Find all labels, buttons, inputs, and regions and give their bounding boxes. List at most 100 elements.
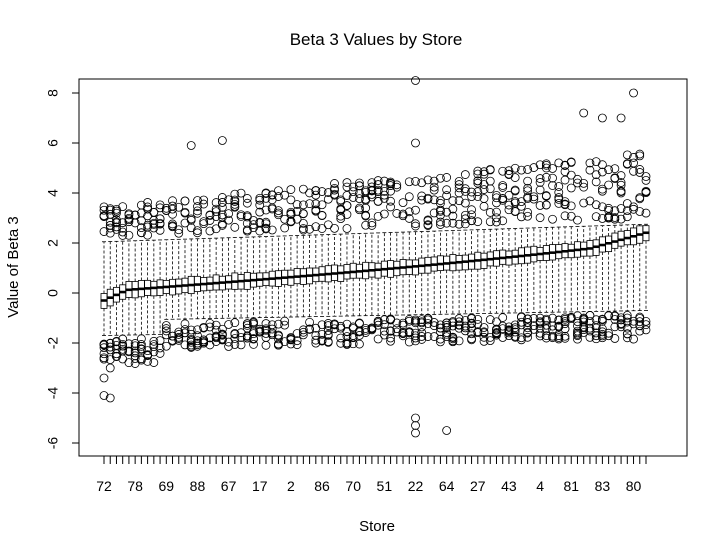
outlier [629,202,638,212]
outlier [573,329,582,339]
outlier [342,338,352,348]
outlier [379,326,389,336]
x-tick-label: 70 [345,478,361,494]
y-axis: -6 -4 -2 0 2 4 6 8 [45,89,80,449]
outlier [454,336,464,346]
outlier [136,223,146,233]
outlier [280,316,290,326]
outlier [523,323,533,333]
outlier [155,218,165,228]
outlier [136,340,146,349]
outlier [610,315,620,324]
outlier [529,192,539,202]
outlier [629,316,638,326]
outlier [641,175,651,185]
outlier [485,184,495,194]
outlier [517,165,526,175]
outlier [136,216,146,226]
outlier [249,334,258,343]
outlier [105,345,115,355]
outlier [143,350,153,360]
outlier [193,202,202,211]
outlier [211,198,221,207]
x-tick-label: 83 [595,478,611,494]
outlier [355,178,364,188]
outlier [305,224,314,234]
outlier [479,169,489,179]
outlier [467,216,476,226]
outlier [112,218,121,228]
outlier [622,317,632,327]
outlier [622,212,632,222]
x-tick-label: 80 [626,478,642,494]
outlier [635,149,645,159]
outlier [199,217,209,227]
outlier [510,327,520,337]
box-87 [641,172,651,335]
outlier [261,189,271,198]
outlier [155,349,165,358]
outlier [118,334,128,344]
outlier [161,330,171,340]
outlier [597,314,607,324]
outlier [361,194,371,204]
outlier [591,328,601,338]
outlier [298,184,308,194]
outlier [579,328,589,337]
outlier [143,357,153,366]
outlier [292,340,302,350]
outlier [423,332,433,341]
outlier [317,320,327,330]
outlier [616,187,626,196]
outlier [105,223,115,233]
outlier [616,313,626,323]
outlier [217,202,227,212]
outlier [398,209,408,219]
outlier [411,219,420,229]
outlier [622,150,632,160]
outlier [186,223,196,233]
outlier [361,210,371,220]
outlier [149,336,159,346]
outlier [479,323,489,332]
outlier [348,187,358,197]
outlier [411,413,420,423]
outlier [454,314,464,324]
outlier [168,219,177,229]
x-tick-label: 72 [96,478,112,494]
outlier [217,330,227,340]
y-tick-label: -2 [45,337,61,350]
outlier [622,323,632,333]
outlier [460,214,470,224]
outlier [330,183,339,193]
outlier [230,222,240,232]
outlier [105,342,115,352]
outlier [535,213,545,223]
outlier [492,207,501,217]
outlier [411,428,420,438]
outlier [186,215,196,225]
outlier [105,205,115,215]
outlier [436,220,445,229]
outlier [379,176,389,186]
outlier [467,192,476,202]
outlier [585,332,595,342]
outlier [286,185,296,194]
outlier [641,316,651,326]
outlier [423,193,433,203]
outlier [448,218,458,228]
outlier [510,186,520,196]
outlier [604,205,614,215]
outlier [355,194,364,204]
outlier [224,342,233,351]
outlier [504,326,514,336]
outlier [386,196,395,206]
outlier [392,318,402,328]
outlier [423,319,433,328]
outlier [236,210,246,220]
outlier [286,195,296,205]
outlier [373,318,383,327]
outlier [616,319,626,329]
outlier [510,323,520,333]
outlier [560,319,570,329]
